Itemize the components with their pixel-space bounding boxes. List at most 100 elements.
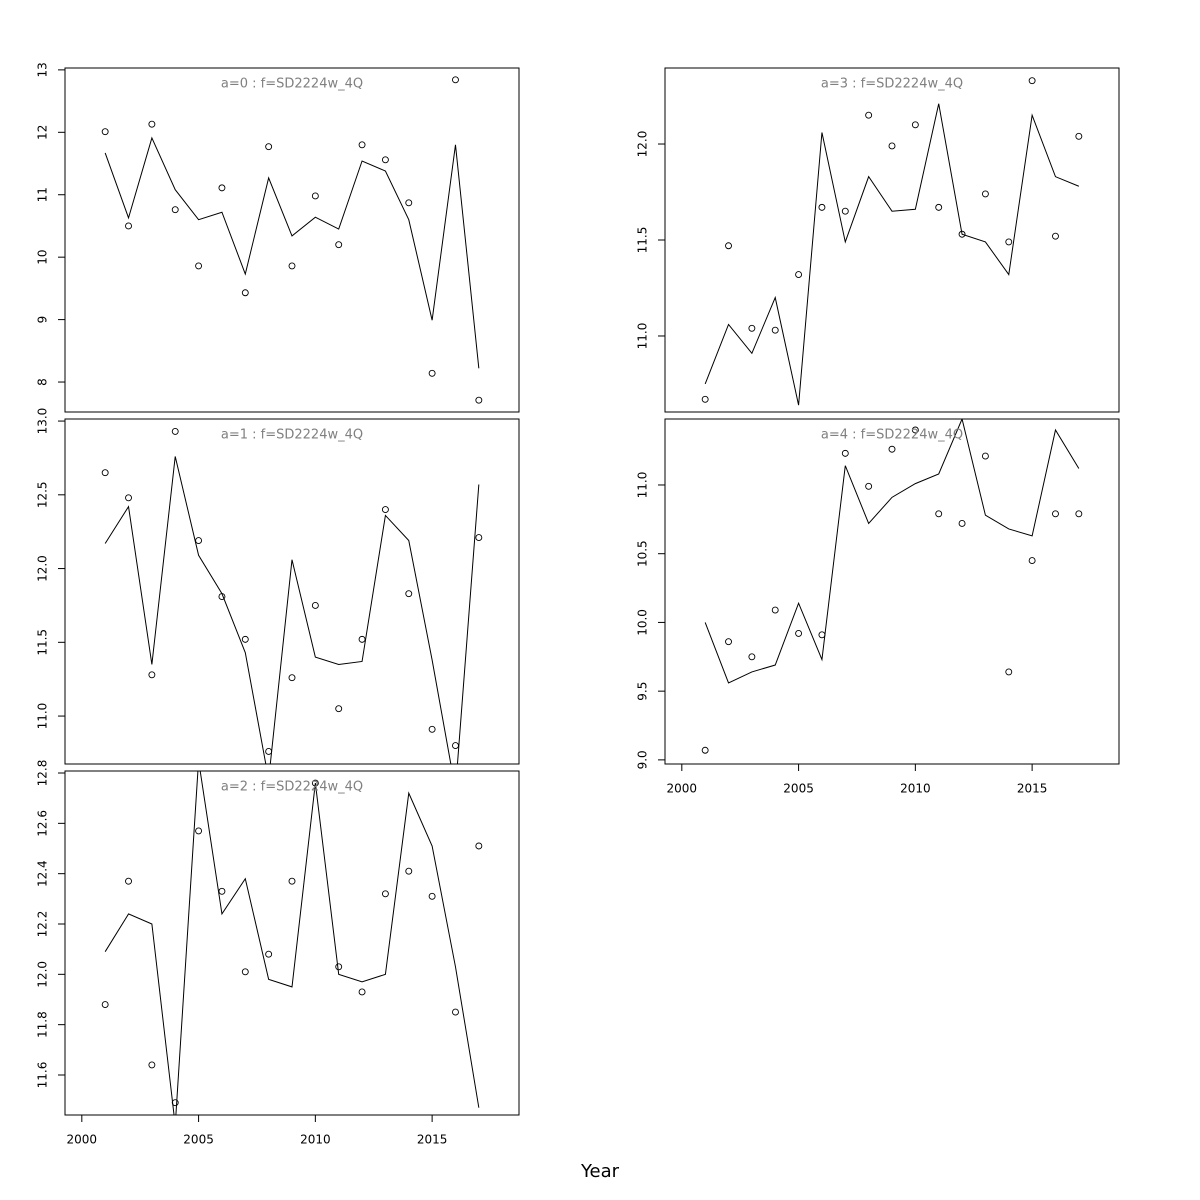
y-tick-label: 11 (36, 187, 50, 202)
observation-point (265, 143, 273, 151)
fit-line (104, 456, 480, 764)
y-tick-label: 10.0 (636, 609, 650, 636)
observation-point (148, 120, 156, 128)
y-tick-label: 11.5 (36, 629, 50, 656)
observation-point (101, 469, 109, 477)
observation-point (265, 748, 273, 755)
observation-point (1075, 510, 1083, 518)
y-tick-label: 12.0 (36, 555, 50, 582)
panel-title: a=0 : f=SD2224w_4Q (221, 77, 363, 92)
y-tick-label: 13.0 (36, 408, 50, 435)
plot-frame (64, 418, 520, 765)
x-tick-label: 2015 (417, 1133, 448, 1147)
observation-point (452, 76, 459, 84)
observation-point (911, 121, 919, 129)
observation-point (125, 877, 132, 885)
y-tick-label: 10.5 (636, 540, 650, 567)
observation-point (265, 950, 273, 958)
y-tick-label: 12.0 (36, 961, 50, 988)
observation-point (475, 842, 483, 850)
observation-point (1005, 668, 1013, 676)
y-tick-label: 12.4 (36, 860, 50, 887)
observation-point (171, 206, 179, 214)
y-tick-label: 13 (36, 62, 50, 77)
observation-point (405, 590, 413, 598)
x-tick-label: 2010 (900, 782, 931, 796)
observation-point (1052, 232, 1059, 240)
observation-point (288, 877, 296, 885)
y-tick-label: 11.0 (636, 323, 650, 350)
panel-title: a=2 : f=SD2224w_4Q (221, 780, 363, 795)
observation-point (981, 190, 989, 198)
observation-point (125, 222, 132, 230)
observation-point (335, 705, 343, 713)
y-tick-label: 9 (36, 316, 50, 324)
observation-point (452, 1008, 459, 1016)
observation-point (195, 827, 203, 835)
observation-point (771, 606, 779, 614)
observation-point (935, 203, 943, 211)
x-tick-label: 2010 (300, 1133, 331, 1147)
observation-point (888, 142, 896, 150)
observation-point (288, 262, 296, 270)
observation-point (381, 506, 389, 514)
observation-point (748, 653, 756, 661)
observation-point (888, 445, 896, 453)
observation-point (725, 638, 732, 646)
observation-point (475, 534, 483, 542)
y-tick-label: 11.6 (36, 1062, 50, 1089)
observation-point (148, 1061, 156, 1069)
y-tick-label: 8 (36, 378, 50, 386)
y-tick-label: 12.0 (636, 131, 650, 158)
observation-point (1028, 77, 1036, 85)
plot-area (101, 771, 483, 1115)
observation-point (865, 111, 873, 119)
y-tick-label: 9.0 (636, 750, 650, 769)
observation-point (125, 494, 132, 502)
plot-frame (64, 67, 520, 413)
observation-point (795, 271, 803, 279)
observation-point (865, 482, 873, 490)
y-tick-label: 12.5 (36, 481, 50, 508)
x-axis-label: Year (580, 1161, 620, 1182)
x-tick-label: 2000 (67, 1133, 98, 1147)
x-tick-label: 2000 (667, 782, 698, 796)
fit-line (104, 136, 480, 369)
y-tick-label: 11.5 (636, 227, 650, 254)
observation-point (171, 427, 179, 435)
panel-title: a=1 : f=SD2224w_4Q (221, 428, 363, 443)
x-tick-label: 2015 (1017, 782, 1048, 796)
observation-point (701, 746, 709, 754)
observation-point (311, 601, 319, 609)
observation-point (335, 963, 343, 971)
plot-frame (664, 418, 1120, 765)
observation-point (771, 326, 779, 334)
x-tick-label: 2005 (183, 1133, 214, 1147)
y-tick-label: 10 (36, 250, 50, 265)
observation-point (358, 635, 366, 643)
observation-point (335, 241, 343, 249)
observation-point (358, 988, 366, 996)
observation-point (405, 867, 413, 875)
x-tick-label: 2005 (783, 782, 814, 796)
observation-point (241, 968, 249, 976)
observation-point (841, 449, 849, 457)
observation-point (195, 537, 203, 544)
observation-point (218, 887, 226, 895)
y-tick-label: 12.2 (36, 911, 50, 938)
observation-point (911, 426, 919, 434)
y-tick-label: 12.6 (36, 810, 50, 837)
fit-line (704, 419, 1080, 684)
plot-frame (664, 67, 1120, 413)
y-tick-label: 12.8 (36, 760, 50, 787)
plot-area (701, 419, 1083, 754)
observation-point (935, 510, 943, 518)
observation-point (795, 629, 803, 637)
observation-point (428, 369, 436, 377)
observation-point (818, 203, 826, 211)
observation-point (475, 396, 483, 404)
y-tick-label: 12 (36, 125, 50, 140)
observation-point (101, 128, 109, 136)
plot-area (101, 76, 483, 404)
